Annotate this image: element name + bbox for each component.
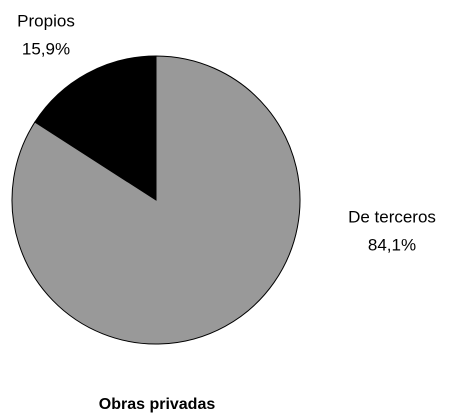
slice-value-label: 84,1%: [368, 235, 416, 254]
chart-title: Obras privadas: [99, 396, 216, 413]
slice-label: Propios: [17, 11, 75, 30]
pie-slice: [11, 55, 301, 345]
slice-label: De terceros: [348, 207, 436, 226]
slice-value-label: 15,9%: [22, 39, 70, 58]
pie-slice: [34, 55, 157, 201]
